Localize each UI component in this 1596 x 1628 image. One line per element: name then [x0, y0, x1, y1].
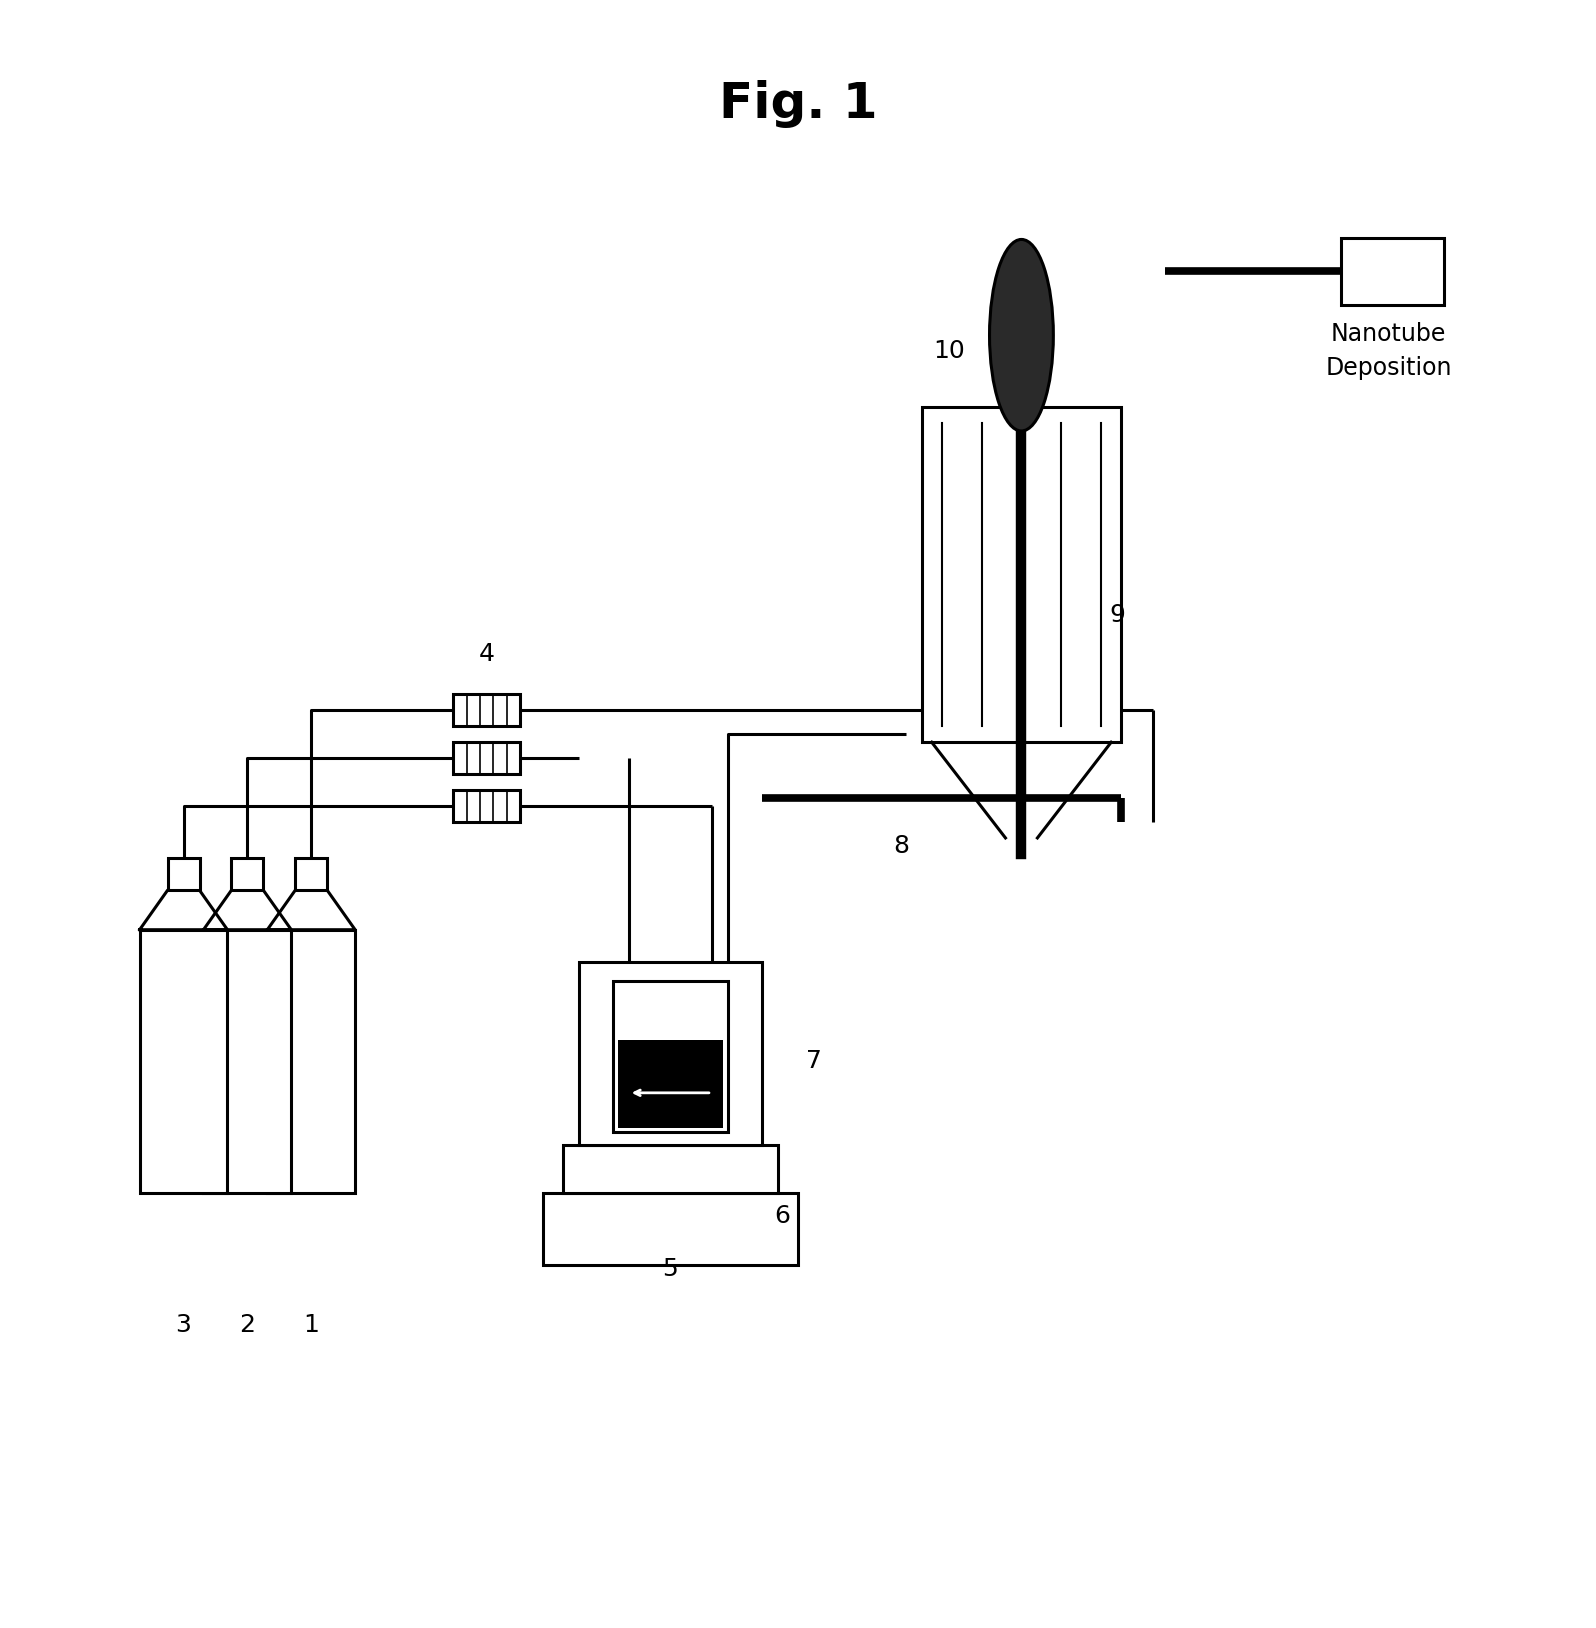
- Polygon shape: [268, 891, 354, 930]
- Bar: [562, 1144, 777, 1193]
- Text: 9: 9: [1109, 602, 1125, 627]
- Text: 1: 1: [303, 1312, 319, 1337]
- Bar: [453, 790, 520, 822]
- Text: Fig. 1: Fig. 1: [718, 80, 878, 127]
- Text: 10: 10: [934, 339, 966, 363]
- Bar: [543, 1193, 798, 1265]
- Polygon shape: [204, 891, 290, 930]
- Bar: [618, 1040, 723, 1128]
- Text: 3: 3: [176, 1312, 192, 1337]
- Text: 7: 7: [806, 1050, 822, 1073]
- Text: 5: 5: [662, 1257, 678, 1281]
- Bar: [1341, 238, 1444, 304]
- Bar: [922, 407, 1120, 742]
- Bar: [231, 858, 263, 891]
- Bar: [204, 930, 290, 1193]
- Bar: [295, 858, 327, 891]
- Text: 6: 6: [774, 1205, 790, 1228]
- Bar: [578, 962, 761, 1144]
- Bar: [453, 694, 520, 726]
- Text: 11: 11: [1373, 244, 1404, 267]
- Bar: [453, 742, 520, 773]
- Text: 8: 8: [894, 834, 910, 858]
- Polygon shape: [140, 891, 228, 930]
- Bar: [613, 980, 728, 1133]
- Bar: [168, 858, 200, 891]
- Bar: [268, 930, 354, 1193]
- Bar: [140, 930, 227, 1193]
- Text: 2: 2: [239, 1312, 255, 1337]
- Text: 4: 4: [479, 643, 495, 666]
- Ellipse shape: [990, 239, 1053, 431]
- Text: Nanotube
Deposition: Nanotube Deposition: [1325, 322, 1452, 379]
